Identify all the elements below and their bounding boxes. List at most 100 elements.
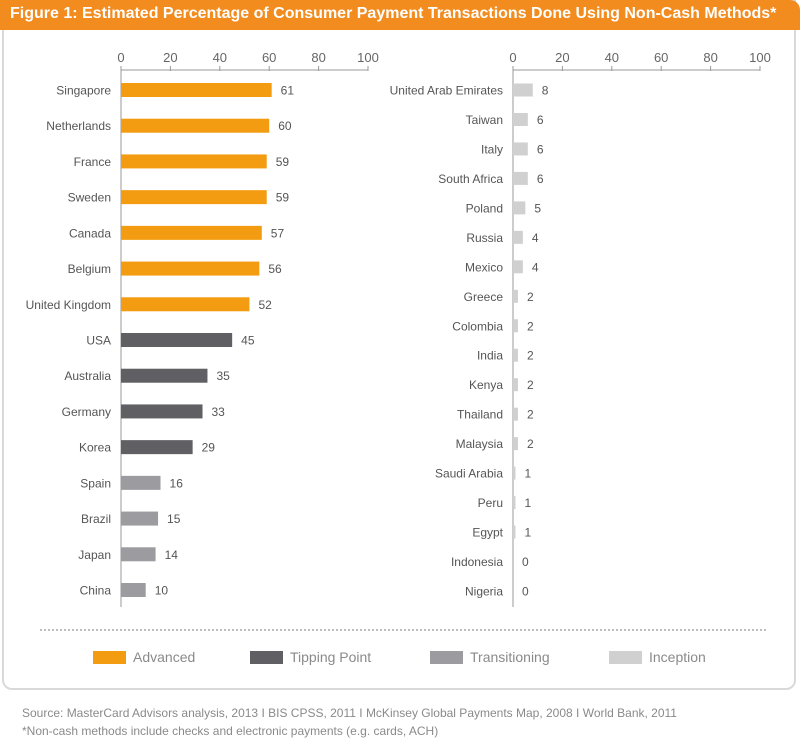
bar-malaysia	[513, 437, 518, 451]
x-tick-label-1-0: 0	[509, 50, 516, 65]
category-label-malaysia: Malaysia	[456, 437, 504, 451]
category-label-thailand: Thailand	[457, 408, 503, 422]
x-tick-label-0-80: 80	[311, 50, 325, 65]
bar-egypt	[513, 525, 516, 539]
data-label-russia: 4	[532, 231, 539, 245]
category-label-belgium: Belgium	[68, 262, 111, 276]
category-label-italy: Italy	[481, 142, 503, 156]
bar-brazil	[121, 511, 159, 526]
data-label-singapore: 61	[281, 84, 295, 98]
bar-netherlands	[121, 118, 270, 133]
x-tick-label-0-40: 40	[213, 50, 227, 65]
bar-poland	[513, 201, 526, 215]
x-tick-label-0-100: 100	[357, 50, 379, 65]
category-label-nigeria: Nigeria	[465, 585, 503, 599]
bar-united-arab-emirates	[513, 83, 533, 97]
x-tick-label-1-100: 100	[749, 50, 771, 65]
data-label-mexico: 4	[532, 260, 539, 274]
category-label-korea: Korea	[79, 441, 111, 455]
data-label-taiwan: 6	[537, 113, 544, 127]
category-label-spain: Spain	[80, 476, 111, 490]
bar-sweden	[121, 190, 267, 205]
data-label-italy: 6	[537, 142, 544, 156]
title-bar: Figure 1: Estimated Percentage of Consum…	[0, 0, 800, 30]
bar-france	[121, 154, 267, 169]
legend-swatch-inception	[609, 651, 642, 664]
x-tick-label-1-20: 20	[555, 50, 569, 65]
data-label-nigeria: 0	[522, 585, 529, 599]
data-label-united-kingdom: 52	[258, 298, 272, 312]
data-label-australia: 35	[216, 369, 230, 383]
category-label-china: China	[80, 584, 112, 598]
category-label-egypt: Egypt	[472, 526, 503, 540]
data-label-belgium: 56	[268, 262, 282, 276]
footnote: *Non-cash methods include checks and ele…	[22, 724, 439, 738]
x-tick-label-1-80: 80	[703, 50, 717, 65]
category-label-netherlands: Netherlands	[46, 119, 111, 133]
data-label-kenya: 2	[527, 378, 534, 392]
data-label-south-africa: 6	[537, 172, 544, 186]
x-tick-label-0-0: 0	[117, 50, 124, 65]
category-label-kenya: Kenya	[469, 378, 503, 392]
category-label-russia: Russia	[466, 231, 503, 245]
category-label-peru: Peru	[478, 496, 503, 510]
legend-swatch-advanced	[93, 651, 126, 664]
legend-swatch-transitioning	[430, 651, 463, 664]
bar-japan	[121, 547, 156, 562]
category-label-usa: USA	[86, 334, 111, 348]
bar-china	[121, 583, 146, 597]
legend-label-advanced: Advanced	[133, 649, 196, 665]
category-label-france: France	[74, 155, 112, 169]
x-tick-label-0-60: 60	[262, 50, 276, 65]
bar-canada	[121, 225, 262, 240]
x-tick-label-0-20: 20	[163, 50, 177, 65]
bar-united-kingdom	[121, 297, 250, 312]
data-label-peru: 1	[524, 496, 531, 510]
data-label-germany: 33	[212, 405, 226, 419]
category-label-sweden: Sweden	[68, 191, 111, 205]
category-label-canada: Canada	[69, 226, 111, 240]
category-label-india: India	[477, 349, 503, 363]
bar-belgium	[121, 261, 260, 276]
category-label-germany: Germany	[62, 405, 111, 419]
bar-australia	[121, 368, 208, 383]
data-label-india: 2	[527, 349, 534, 363]
category-label-greece: Greece	[464, 290, 504, 304]
category-label-poland: Poland	[466, 201, 503, 215]
bar-korea	[121, 440, 193, 455]
data-label-egypt: 1	[524, 526, 531, 540]
bar-india	[513, 348, 518, 362]
category-label-united-arab-emirates: United Arab Emirates	[390, 84, 503, 98]
data-label-usa: 45	[241, 334, 255, 348]
data-label-sweden: 59	[276, 191, 290, 205]
bar-greece	[513, 289, 518, 303]
bar-usa	[121, 333, 233, 347]
data-label-malaysia: 2	[527, 437, 534, 451]
data-label-spain: 16	[170, 476, 184, 490]
category-label-indonesia: Indonesia	[451, 555, 503, 569]
legend-swatch-tipping-point	[250, 651, 283, 664]
legend-label-tipping-point: Tipping Point	[290, 649, 372, 665]
category-label-united-kingdom: United Kingdom	[26, 298, 111, 312]
data-label-united-arab-emirates: 8	[542, 84, 549, 98]
bar-south-africa	[513, 171, 528, 185]
legend-label-inception: Inception	[649, 649, 706, 665]
category-label-mexico: Mexico	[465, 260, 503, 274]
x-tick-label-1-60: 60	[654, 50, 668, 65]
bar-thailand	[513, 407, 518, 421]
x-tick-label-1-40: 40	[605, 50, 619, 65]
category-label-taiwan: Taiwan	[466, 113, 503, 127]
data-label-netherlands: 60	[278, 119, 292, 133]
category-label-singapore: Singapore	[56, 84, 111, 98]
data-label-japan: 14	[165, 548, 179, 562]
bar-saudi-arabia	[513, 466, 516, 480]
category-label-japan: Japan	[78, 548, 111, 562]
figure-title: Figure 1: Estimated Percentage of Consum…	[10, 5, 777, 22]
legend-divider	[40, 629, 766, 631]
data-label-thailand: 2	[527, 408, 534, 422]
category-label-saudi-arabia: Saudi Arabia	[435, 467, 503, 481]
data-label-china: 10	[155, 584, 169, 598]
data-label-colombia: 2	[527, 319, 534, 333]
data-label-brazil: 15	[167, 512, 181, 526]
